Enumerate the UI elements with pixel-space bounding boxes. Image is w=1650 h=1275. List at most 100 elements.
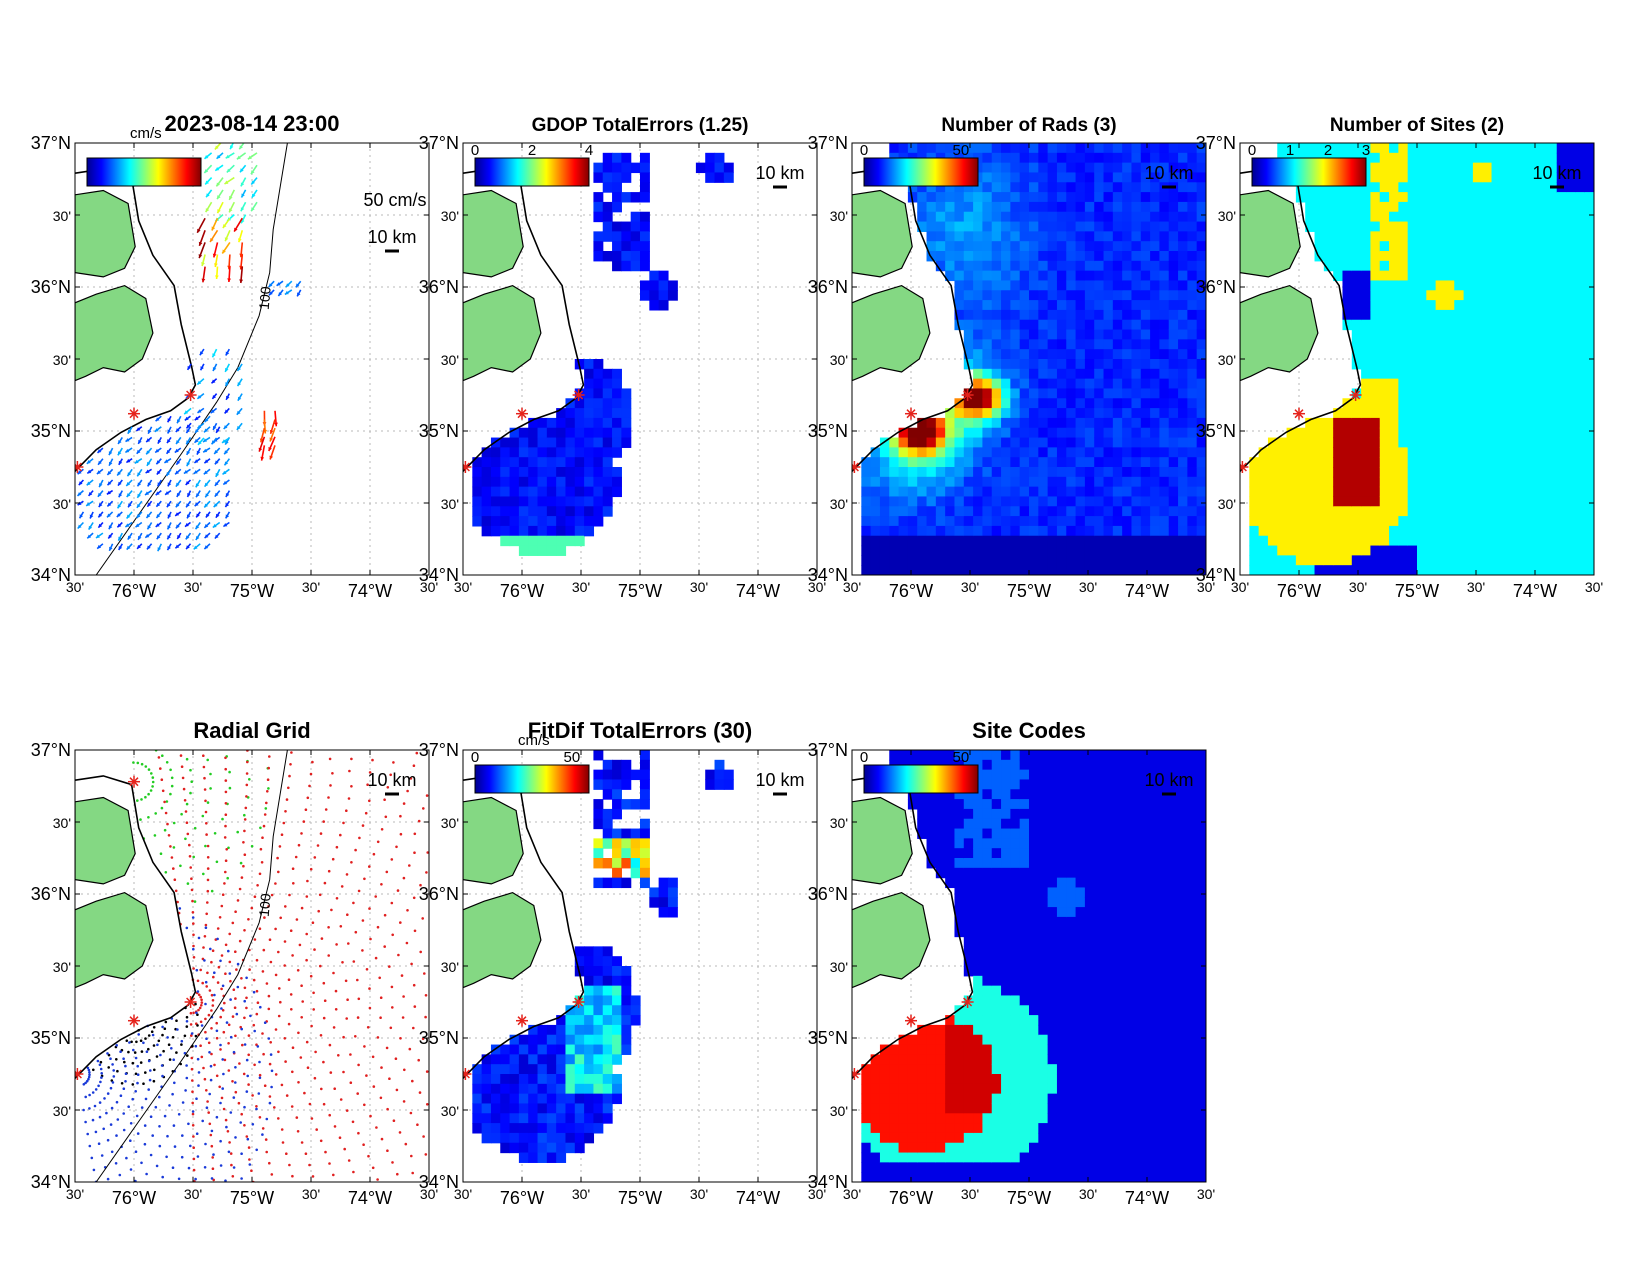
radial-grid-point [195,968,199,972]
data-cell [1556,290,1567,301]
data-cell [1122,486,1133,498]
radial-grid-point [149,1115,153,1118]
radial-grid-point [199,995,202,999]
data-cell [1150,496,1161,507]
radial-grid-point [107,1066,110,1069]
data-cell [1112,427,1123,439]
data-cell [1038,486,1049,498]
radial-grid-point [206,867,210,870]
radial-grid-point [265,1150,269,1154]
data-cell [1140,339,1151,350]
data-cell [1103,398,1114,409]
data-cell [1047,300,1058,311]
data-cell [982,388,993,399]
current-vector-head [194,416,199,421]
current-vector-head [214,534,219,539]
data-cell [1556,280,1567,291]
radial-grid-point [229,1035,233,1039]
data-cell [1398,329,1409,340]
data-cell [574,408,585,419]
radial-grid-point [145,1050,149,1053]
current-vector-head [268,283,273,288]
radial-grid-point [136,799,139,802]
data-cell [1575,192,1586,203]
radial-grid-point [169,768,172,772]
data-cell [509,467,520,478]
data-cell [1056,368,1067,380]
data-cell [1305,192,1316,203]
data-cell [1103,231,1114,242]
data-cell [1472,290,1483,301]
data-cell [1426,329,1437,340]
data-cell [935,476,946,488]
data-cell [1249,457,1260,468]
data-cell [695,162,706,174]
data-cell [1361,398,1372,409]
data-cell [1379,555,1390,566]
data-cell [1010,368,1021,380]
data-cell [1187,152,1198,164]
data-cell [1370,398,1381,409]
current-vector-head [186,450,191,455]
data-cell [1482,388,1493,399]
radial-grid-point [368,1006,372,1010]
data-cell [1333,201,1344,213]
data-cell [963,192,974,203]
data-cell [1361,535,1372,547]
data-cell [898,496,909,507]
data-cell [889,467,900,478]
data-cell [1187,408,1198,419]
data-cell [1556,251,1567,262]
data-cell [879,496,890,507]
data-cell [1426,251,1437,262]
data-cell [509,516,520,527]
current-vector-head [225,493,230,497]
data-cell [1122,368,1133,380]
data-cell [1056,349,1067,360]
data-cell [1094,417,1105,429]
radial-grid-point [287,786,290,790]
current-vector-head [137,472,141,477]
current-vector-head [184,416,189,421]
data-cell [1519,211,1530,223]
data-cell [1444,143,1455,154]
data-cell [1426,182,1437,193]
data-cell [1361,251,1372,262]
radial-grid-point [158,1125,161,1128]
data-cell [1047,280,1058,291]
data-cell [1178,545,1188,556]
data-cell [1131,535,1142,547]
data-cell [1342,231,1353,242]
lat-tick-label: 30' [830,208,848,224]
data-cell [1510,221,1521,232]
data-cell [1528,565,1539,575]
data-cell [1001,280,1011,291]
data-cell [1519,467,1530,478]
data-cell [1056,476,1067,488]
data-cell [917,506,928,517]
data-cell [963,280,974,291]
data-cell [1187,368,1198,380]
data-cell [1435,467,1446,478]
data-cell [1001,496,1011,507]
current-vector-head [197,409,202,413]
current-vector-head [125,438,130,442]
plot-area [852,143,1206,575]
current-vector-head [175,524,180,529]
data-cell [954,192,965,203]
radial-grid-point [369,937,372,941]
data-cell [1094,270,1105,282]
data-cell [1103,506,1114,517]
data-cell [1019,251,1030,262]
data-cell [1131,525,1142,537]
data-cell [1342,565,1353,575]
radial-grid-point [287,978,291,981]
data-cell [1351,260,1362,272]
current-vector-head [156,460,161,465]
data-cell [1519,172,1530,183]
data-cell [1047,457,1058,468]
data-cell [1370,251,1381,262]
data-cell [1150,506,1161,517]
data-cell [1314,182,1325,193]
data-cell [1435,339,1446,350]
